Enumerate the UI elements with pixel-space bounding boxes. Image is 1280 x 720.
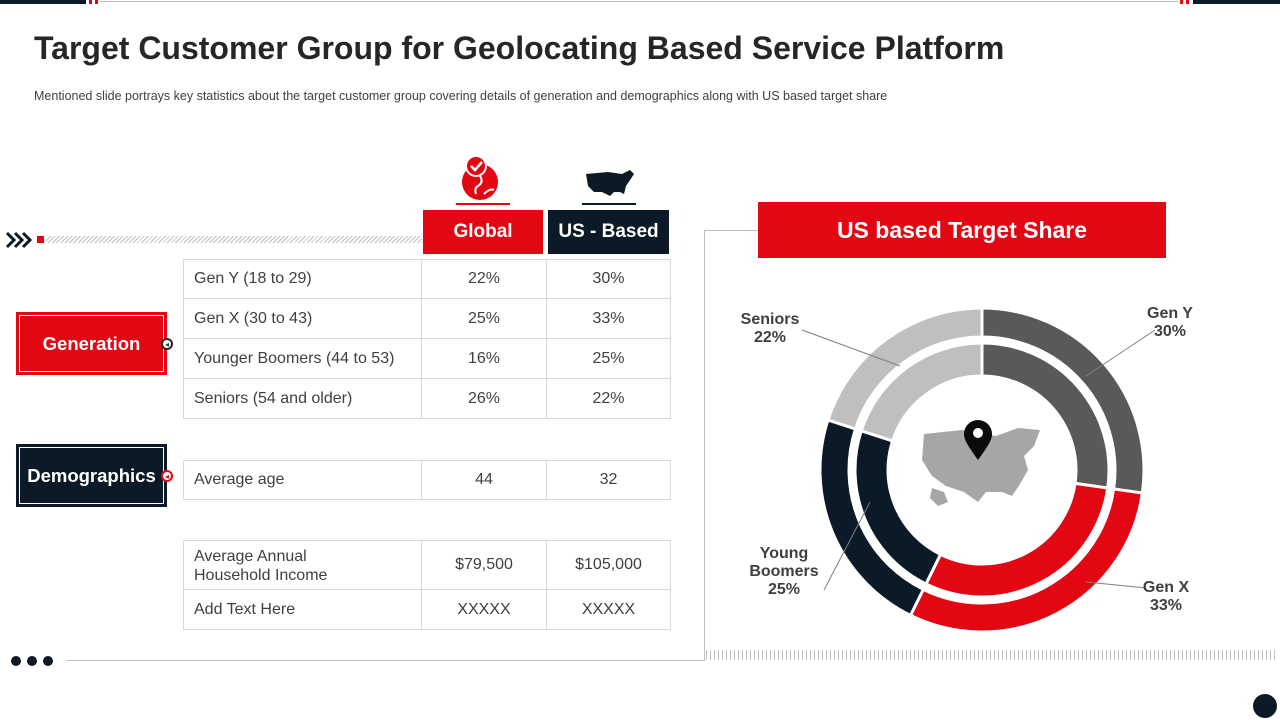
globe-location-icon — [456, 154, 512, 211]
data-label-value: 25% — [768, 581, 800, 598]
income-label-line1: Average Annual — [194, 548, 307, 565]
demographics-label: Demographics — [27, 464, 156, 486]
data-label-category: Boomers — [749, 563, 818, 580]
table-cell-global: XXXXX — [421, 589, 547, 630]
vertical-divider — [704, 230, 705, 661]
table-cell-us: XXXXX — [546, 589, 671, 630]
leader-line — [801, 329, 901, 367]
demographics-label-box: Demographics — [16, 444, 167, 507]
generation-label: Generation — [42, 332, 141, 354]
table-cell-us: 33% — [546, 298, 671, 339]
leader-line — [1085, 329, 1156, 377]
table-row-label: Add Text Here — [183, 589, 422, 630]
table-cell-global: 22% — [421, 259, 547, 299]
page-subtitle: Mentioned slide portrays key statistics … — [34, 89, 888, 103]
data-label-category: Young — [760, 545, 809, 562]
table-cell-global: 26% — [421, 378, 547, 419]
donut-slice-outer-seniors — [826, 306, 984, 431]
column-header-us-based: US - Based — [548, 210, 669, 254]
dots-icon — [10, 654, 56, 672]
leader-line — [1085, 581, 1147, 589]
table-cell-global: 25% — [421, 298, 547, 339]
table-cell-global: 16% — [421, 338, 547, 379]
table-cell-us: $105,000 — [546, 540, 671, 590]
leader-line — [823, 501, 871, 591]
table-cell-us: 32 — [546, 460, 671, 500]
table-cell-global: 44 — [421, 460, 547, 500]
generation-connector-icon: ◂ — [161, 338, 173, 350]
bottom-divider — [66, 660, 704, 661]
location-pin-dot — [973, 428, 983, 438]
us-map-icon — [580, 162, 638, 211]
table-row-label: Gen Y (18 to 29) — [183, 259, 422, 299]
table-row-label: Average age — [183, 460, 422, 500]
page-title: Target Customer Group for Geolocating Ba… — [34, 30, 1005, 66]
demographics-connector-icon: ◂ — [161, 470, 173, 482]
us-map-center-icon — [922, 428, 1040, 506]
table-row-label-income: Average Annual Household Income — [183, 540, 422, 590]
table-row-label: Younger Boomers (44 to 53) — [183, 338, 422, 379]
data-label-value: 33% — [1150, 597, 1182, 614]
column-header-global: Global — [423, 210, 543, 254]
data-label-value: 30% — [1154, 323, 1186, 340]
hatched-footer — [706, 650, 1278, 660]
data-label-category: Gen Y — [1147, 305, 1193, 322]
data-label-category: Seniors — [741, 311, 800, 328]
top-accent-bar — [0, 0, 1280, 4]
hatched-divider — [46, 236, 422, 243]
share-heading: US based Target Share — [758, 202, 1166, 258]
table-cell-global: $79,500 — [421, 540, 547, 590]
table-cell-us: 30% — [546, 259, 671, 299]
generation-label-box: Generation — [16, 312, 167, 375]
income-label-line2: Household Income — [194, 567, 328, 584]
chevrons-icon — [5, 230, 45, 255]
connector-line — [704, 230, 758, 231]
corner-dot — [1253, 694, 1277, 718]
data-label-value: 22% — [754, 329, 786, 346]
table-cell-us: 25% — [546, 338, 671, 379]
location-pin-icon — [964, 420, 992, 460]
data-label-category: Gen X — [1143, 579, 1190, 596]
table-row-label: Seniors (54 and older) — [183, 378, 422, 419]
table-row-label: Gen X (30 to 43) — [183, 298, 422, 339]
table-cell-us: 22% — [546, 378, 671, 419]
donut-slice-inner-seniors — [859, 341, 984, 443]
